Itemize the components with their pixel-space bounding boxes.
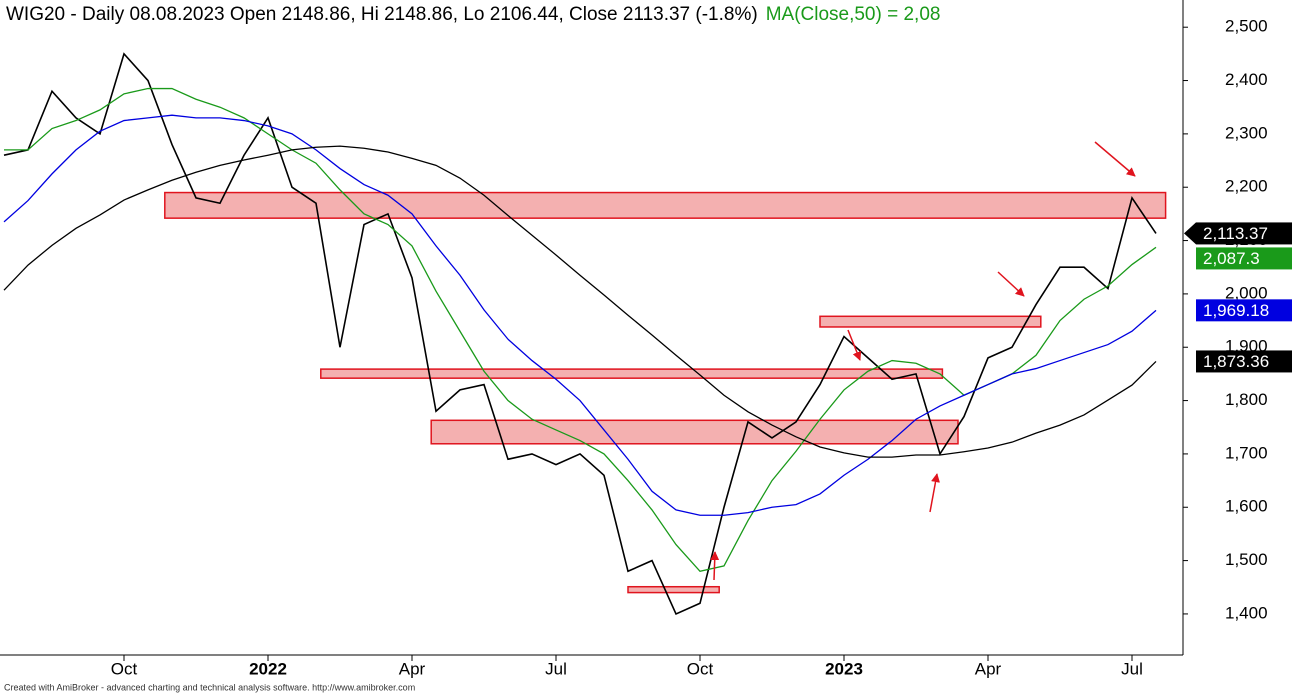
header: WIG20 - Daily 08.08.2023 Open 2148.86, H… [6, 4, 940, 25]
value-box [1196, 350, 1292, 373]
x-tick-label: Oct [687, 659, 714, 678]
box-pointer [1184, 222, 1196, 245]
value-box [1196, 299, 1292, 322]
y-tick-label: 2,200 [1225, 177, 1268, 196]
line-close [3, 52, 1157, 615]
y-tick-label: 2,000 [1225, 283, 1268, 302]
arrow [710, 551, 720, 581]
ticks: 1,4001,5001,6001,7001,8001,9002,0002,100… [111, 17, 1268, 679]
x-tick-label: 2023 [825, 659, 863, 678]
y-tick-label: 2,400 [1225, 70, 1268, 89]
y-tick-label: 1,400 [1225, 603, 1268, 622]
value-label: 2,087.3 [1203, 249, 1260, 268]
x-tick-label: Jul [545, 659, 567, 678]
line-ma100 [3, 114, 1157, 516]
arrow [1094, 141, 1136, 177]
line-ma50 [4, 87, 1157, 572]
zone [627, 585, 720, 594]
value-label: 1,873.36 [1203, 352, 1269, 371]
chart-title: WIG20 - Daily 08.08.2023 Open 2148.86, H… [6, 4, 758, 25]
zone [164, 191, 1167, 219]
lines [3, 52, 1157, 615]
zone [819, 315, 1042, 328]
footer: Created with AmiBroker - advanced charti… [4, 682, 415, 692]
ma-label: MA(Close,50) = 2,08 [766, 4, 941, 25]
annotations [710, 141, 1136, 581]
line-ma200 [3, 145, 1157, 458]
x-tick-label: Jul [1121, 659, 1143, 678]
zones [164, 191, 1167, 594]
x-tick-label: Apr [975, 659, 1002, 678]
y-tick-label: 1,500 [1225, 550, 1268, 569]
value-label: 2,113.37 [1203, 224, 1268, 243]
y-tick-label: 1,800 [1225, 390, 1268, 409]
x-tick-label: Apr [399, 659, 426, 678]
value-box [1196, 222, 1292, 245]
y-tick-label: 1,700 [1225, 443, 1268, 462]
value-label: 1,969.18 [1203, 301, 1269, 320]
arrow [929, 473, 940, 513]
zone [430, 419, 959, 445]
y-tick-label: 2,300 [1225, 123, 1268, 142]
value-boxes: 2,113.37 2,087.3 1,969.18 1,873.36 [1184, 222, 1292, 373]
zone [320, 368, 944, 379]
arrow [997, 271, 1025, 297]
value-box [1196, 247, 1292, 270]
x-tick-label: 2022 [249, 659, 287, 678]
x-tick-label: Oct [111, 659, 138, 678]
arrow [847, 329, 862, 361]
y-tick-label: 2,500 [1225, 17, 1268, 36]
y-tick-label: 1,600 [1225, 497, 1268, 516]
